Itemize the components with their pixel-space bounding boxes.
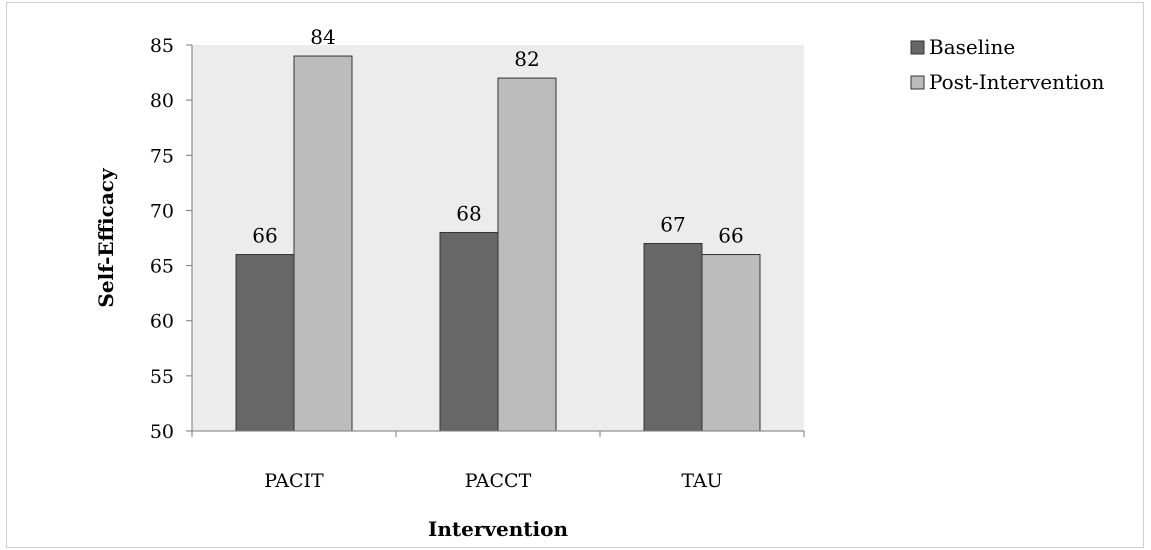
legend-label: Post-Intervention <box>929 70 1104 94</box>
data-label: 82 <box>514 47 539 71</box>
y-tick-label: 55 <box>150 366 174 388</box>
data-label: 66 <box>718 224 743 248</box>
bar-chart: 66 84 PACIT 68 82 PACCT 67 66 TAU 50 55 60 65 70 75 80 8… <box>94 25 1104 541</box>
bar-baseline-tau <box>643 243 703 432</box>
data-label: 84 <box>310 25 335 49</box>
bar-baseline-pacit <box>235 254 295 432</box>
y-tick-label: 85 <box>150 35 174 57</box>
y-tick-label: 80 <box>150 90 174 112</box>
bar-post-intervention-pacct <box>497 77 557 432</box>
legend-swatch <box>910 40 925 55</box>
data-label: 66 <box>252 224 277 248</box>
bar-baseline-pacct <box>439 231 499 432</box>
y-tick-label: 65 <box>150 256 174 278</box>
x-tick-label: TAU <box>681 470 722 492</box>
legend: Baseline Post-Intervention <box>910 35 1104 94</box>
y-tick-label: 60 <box>150 311 174 333</box>
x-axis-title: Intervention <box>428 517 568 541</box>
chart-frame: 66 84 PACIT 68 82 PACCT 67 66 TAU 50 55 60 65 70 75 80 8… <box>6 2 1144 548</box>
data-label: 67 <box>660 213 685 237</box>
y-tick-label: 50 <box>150 421 174 443</box>
data-label: 68 <box>456 201 481 225</box>
x-tick-label: PACIT <box>264 470 324 492</box>
bar-post-intervention-tau <box>701 254 761 432</box>
x-tick-label: PACCT <box>465 470 532 492</box>
y-tick-label: 70 <box>150 200 174 222</box>
legend-swatch <box>910 75 925 90</box>
legend-label: Baseline <box>929 35 1015 59</box>
y-tick-label: 75 <box>150 145 174 167</box>
bar-post-intervention-pacit <box>293 55 353 432</box>
y-axis-title: Self-Efficacy <box>94 167 118 308</box>
